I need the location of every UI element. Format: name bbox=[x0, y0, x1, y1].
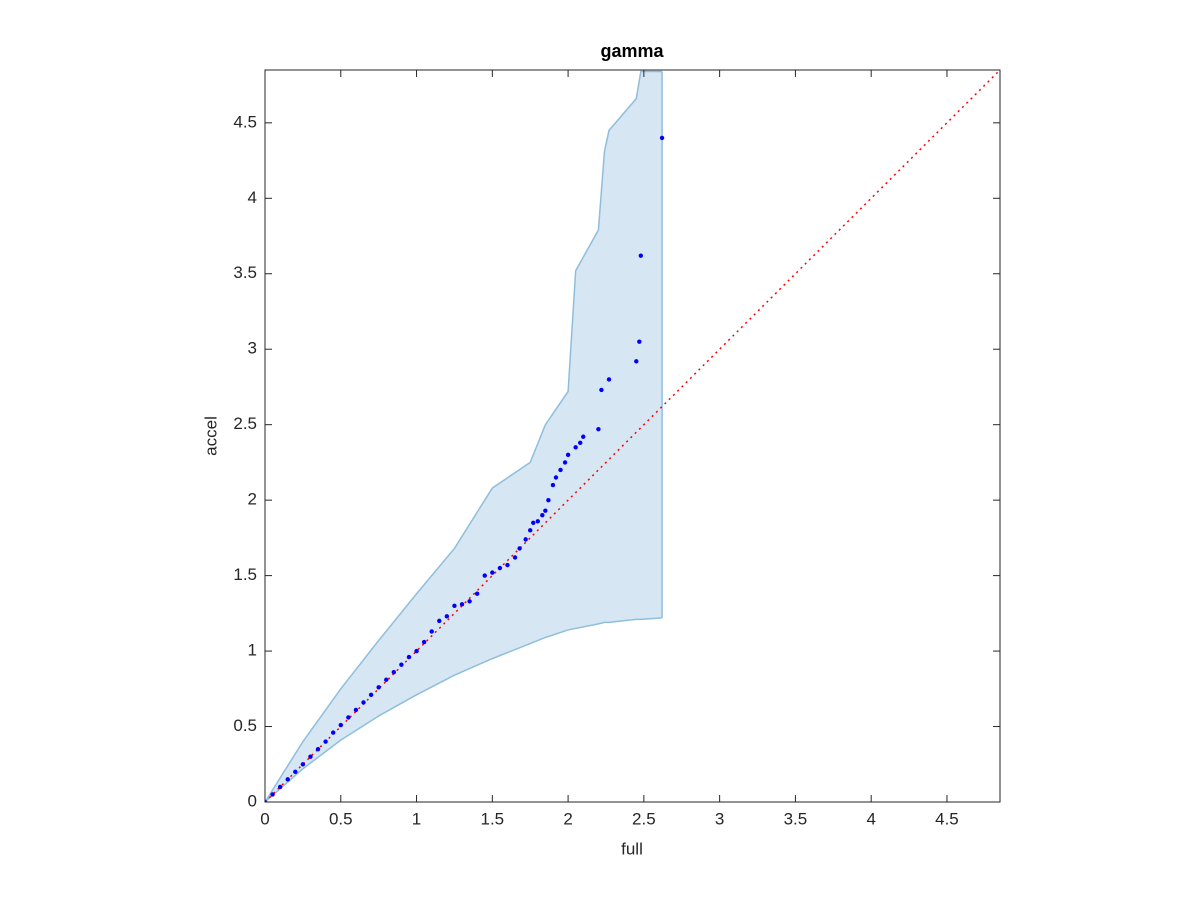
confidence-band bbox=[265, 71, 663, 802]
data-point bbox=[368, 692, 374, 698]
x-tick-label: 0.5 bbox=[329, 809, 353, 828]
data-point bbox=[540, 513, 545, 518]
data-point bbox=[558, 467, 563, 473]
y-tick-label: 4 bbox=[248, 188, 257, 207]
data-point bbox=[523, 537, 528, 542]
data-point bbox=[543, 508, 548, 513]
data-point bbox=[578, 440, 583, 445]
data-point bbox=[315, 746, 321, 752]
data-point bbox=[308, 754, 313, 759]
x-tick-label: 1 bbox=[412, 809, 421, 828]
data-point bbox=[285, 777, 290, 782]
data-point bbox=[546, 497, 551, 503]
axes-box bbox=[264, 69, 1001, 803]
data-point bbox=[467, 599, 472, 604]
data-point bbox=[474, 591, 480, 596]
reference-line bbox=[265, 70, 1000, 802]
data-point bbox=[391, 670, 397, 675]
data-point bbox=[599, 387, 604, 393]
data-point bbox=[376, 685, 381, 690]
x-tick-label: 2.5 bbox=[632, 809, 656, 828]
data-point bbox=[361, 700, 366, 705]
data-point bbox=[573, 445, 578, 450]
data-point bbox=[497, 565, 503, 571]
y-tick-label: 2.5 bbox=[233, 414, 257, 433]
data-point bbox=[406, 654, 412, 660]
data-point bbox=[414, 648, 419, 654]
x-tick-label: 3 bbox=[715, 809, 724, 828]
band-upper-edge bbox=[265, 70, 663, 802]
data-point bbox=[581, 434, 586, 439]
x-tick-label: 2 bbox=[563, 809, 572, 828]
data-point bbox=[505, 562, 510, 568]
data-point bbox=[265, 799, 268, 802]
data-point bbox=[553, 475, 559, 480]
x-tick-label: 4.5 bbox=[935, 809, 959, 828]
data-point bbox=[517, 546, 522, 551]
data-point bbox=[384, 677, 389, 682]
data-point bbox=[531, 520, 536, 525]
y-tick-label: 3.5 bbox=[233, 263, 257, 282]
y-tick-label: 2 bbox=[248, 490, 257, 509]
data-point bbox=[444, 614, 450, 619]
y-tick-label: 0.5 bbox=[233, 716, 257, 735]
data-point bbox=[490, 570, 495, 575]
plot-area bbox=[265, 70, 1000, 802]
data-point bbox=[562, 460, 568, 465]
data-point bbox=[338, 722, 343, 728]
data-point bbox=[512, 555, 518, 560]
data-point bbox=[659, 135, 665, 141]
data-point bbox=[452, 603, 457, 608]
band-lower-edge bbox=[265, 617, 663, 802]
data-point bbox=[528, 528, 533, 533]
data-point bbox=[634, 359, 639, 364]
y-tick-label: 1.5 bbox=[233, 565, 257, 584]
x-tick-label: 3.5 bbox=[784, 809, 808, 828]
data-point bbox=[270, 792, 275, 797]
x-tick-label: 4 bbox=[866, 809, 875, 828]
data-point bbox=[535, 519, 540, 524]
y-tick-label: 4.5 bbox=[233, 112, 257, 131]
y-tick-label: 0 bbox=[248, 791, 257, 810]
data-point bbox=[550, 482, 556, 488]
y-axis-label: accel bbox=[201, 416, 220, 456]
data-point bbox=[482, 573, 487, 578]
data-point bbox=[606, 377, 612, 382]
data-point bbox=[437, 618, 442, 624]
data-point bbox=[293, 769, 298, 775]
data-point bbox=[421, 639, 427, 645]
data-point bbox=[596, 427, 601, 432]
data-point bbox=[459, 602, 465, 607]
y-tick-label: 3 bbox=[248, 339, 257, 358]
data-point bbox=[323, 739, 328, 744]
x-tick-label: 1.5 bbox=[480, 809, 504, 828]
data-point bbox=[565, 452, 571, 458]
chart-title: gamma bbox=[600, 41, 664, 61]
data-point bbox=[346, 715, 351, 720]
data-point bbox=[277, 784, 283, 790]
data-point bbox=[638, 253, 644, 258]
data-point bbox=[429, 629, 434, 634]
data-point bbox=[330, 730, 336, 735]
data-point bbox=[399, 662, 404, 667]
data-point bbox=[637, 339, 642, 344]
data-point bbox=[300, 762, 306, 767]
x-axis-label: full bbox=[621, 839, 643, 858]
x-tick-label: 0 bbox=[260, 809, 269, 828]
y-tick-label: 1 bbox=[248, 641, 257, 660]
data-point bbox=[353, 707, 359, 713]
